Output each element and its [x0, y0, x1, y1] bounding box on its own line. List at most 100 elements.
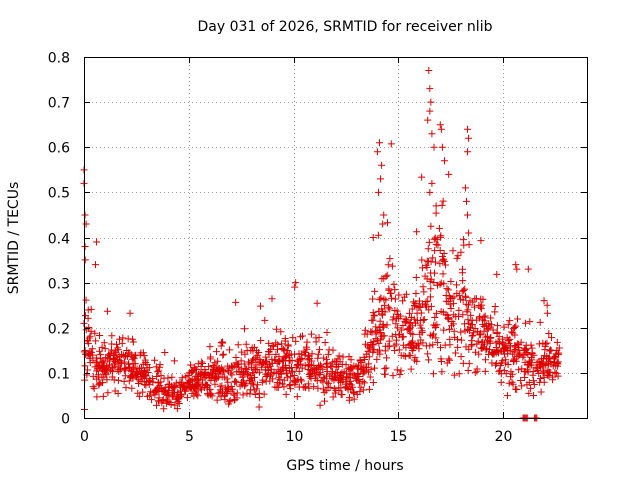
- data-point: [384, 303, 392, 311]
- data-point: [419, 283, 427, 291]
- data-point: [257, 336, 265, 344]
- data-point: [371, 287, 379, 295]
- data-point: [534, 367, 542, 375]
- data-point: [365, 353, 373, 361]
- data-point: [232, 298, 240, 306]
- data-point: [302, 384, 310, 392]
- data-point: [363, 363, 371, 371]
- data-point: [324, 350, 332, 358]
- data-point: [465, 360, 473, 368]
- data-point: [282, 390, 290, 398]
- data-point: [323, 329, 331, 337]
- data-point: [537, 388, 545, 396]
- data-point: [471, 369, 479, 377]
- data-point: [502, 356, 510, 364]
- data-point: [154, 368, 162, 376]
- data-point: [406, 309, 414, 317]
- data-point: [464, 211, 472, 219]
- data-point: [430, 330, 438, 338]
- data-point: [412, 289, 420, 297]
- data-point: [489, 326, 497, 334]
- data-point: [391, 286, 399, 294]
- data-point: [329, 393, 337, 401]
- data-point: [397, 326, 405, 334]
- data-point: [415, 345, 423, 353]
- data-point: [449, 247, 457, 255]
- data-point: [304, 380, 312, 388]
- data-point: [473, 365, 481, 373]
- data-point: [437, 344, 445, 352]
- data-point: [360, 379, 368, 387]
- data-point: [536, 374, 544, 382]
- data-point: [457, 248, 465, 256]
- data-point: [206, 343, 214, 351]
- data-point: [547, 334, 555, 342]
- data-point: [329, 368, 337, 376]
- data-point: [160, 405, 168, 413]
- data-point: [395, 346, 403, 354]
- data-point: [298, 377, 306, 385]
- data-point: [429, 341, 437, 349]
- data-point: [242, 380, 250, 388]
- data-point: [464, 316, 472, 324]
- data-point: [391, 346, 399, 354]
- data-point: [425, 306, 433, 314]
- data-point: [409, 330, 417, 338]
- data-point: [92, 261, 100, 269]
- data-point: [506, 317, 514, 325]
- data-point: [454, 343, 462, 351]
- data-point: [323, 359, 331, 367]
- data-point: [315, 346, 323, 354]
- data-point: [103, 376, 111, 384]
- data-point: [445, 355, 453, 363]
- data-point: [437, 357, 445, 365]
- data-point: [546, 347, 554, 355]
- data-point: [535, 340, 543, 348]
- data-point: [301, 361, 309, 369]
- data-point: [95, 347, 103, 355]
- data-point: [512, 357, 520, 365]
- y-tick-label: 0.3: [48, 277, 70, 293]
- data-point: [527, 341, 535, 349]
- data-point: [457, 328, 465, 336]
- x-tick-label: 15: [390, 429, 408, 445]
- data-point: [457, 353, 465, 361]
- data-point: [82, 296, 90, 304]
- data-point: [393, 307, 401, 315]
- data-point: [462, 197, 470, 205]
- data-point: [347, 356, 355, 364]
- data-point: [373, 336, 381, 344]
- data-point: [524, 368, 532, 376]
- data-point: [443, 285, 451, 293]
- data-point: [367, 328, 375, 336]
- data-point: [328, 363, 336, 371]
- data-point: [431, 258, 439, 266]
- data-point: [376, 350, 384, 358]
- data-point: [167, 401, 175, 409]
- y-tick-label: 0.6: [48, 141, 70, 157]
- data-point: [131, 360, 139, 368]
- data-point: [99, 392, 107, 400]
- data-point: [303, 338, 311, 346]
- data-point: [283, 369, 291, 377]
- data-point: [525, 379, 533, 387]
- data-point: [449, 320, 457, 328]
- data-point: [354, 361, 362, 369]
- data-point: [114, 346, 122, 354]
- data-point: [323, 355, 331, 363]
- data-point: [282, 353, 290, 361]
- data-point: [503, 392, 511, 400]
- data-point: [477, 303, 485, 311]
- data-point: [108, 346, 116, 354]
- data-point: [277, 370, 285, 378]
- data-point: [428, 130, 436, 138]
- data-point: [346, 377, 354, 385]
- data-point: [487, 334, 495, 342]
- data-point: [199, 359, 207, 367]
- data-points: [80, 67, 563, 422]
- data-point: [287, 372, 295, 380]
- data-point: [453, 281, 461, 289]
- data-point: [168, 373, 176, 381]
- data-point: [376, 296, 384, 304]
- data-point: [113, 344, 121, 352]
